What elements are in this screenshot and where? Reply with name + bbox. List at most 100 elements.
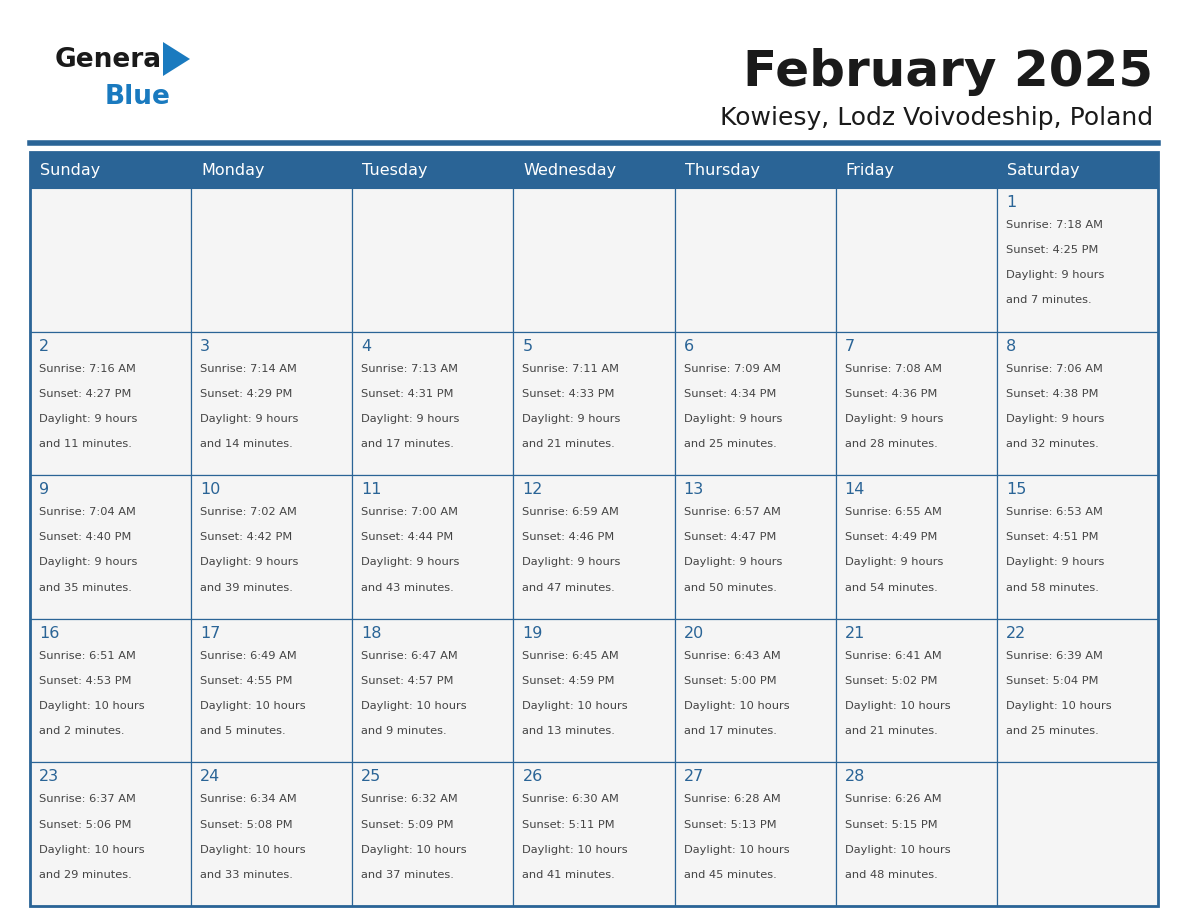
Text: Daylight: 9 hours: Daylight: 9 hours (683, 557, 782, 567)
FancyBboxPatch shape (191, 331, 353, 476)
Text: Sunset: 4:55 PM: Sunset: 4:55 PM (200, 676, 292, 686)
Text: Sunrise: 6:57 AM: Sunrise: 6:57 AM (683, 508, 781, 517)
Text: and 41 minutes.: and 41 minutes. (523, 870, 615, 879)
Text: Sunrise: 7:08 AM: Sunrise: 7:08 AM (845, 364, 942, 374)
Text: and 9 minutes.: and 9 minutes. (361, 726, 447, 736)
Text: Sunset: 4:44 PM: Sunset: 4:44 PM (361, 532, 454, 543)
Text: Sunset: 4:49 PM: Sunset: 4:49 PM (845, 532, 937, 543)
Text: 5: 5 (523, 339, 532, 353)
FancyBboxPatch shape (835, 331, 997, 476)
Text: Daylight: 9 hours: Daylight: 9 hours (361, 414, 460, 424)
Text: Sunrise: 6:49 AM: Sunrise: 6:49 AM (200, 651, 297, 661)
Text: Daylight: 9 hours: Daylight: 9 hours (1006, 270, 1104, 280)
Text: Sunrise: 7:18 AM: Sunrise: 7:18 AM (1006, 220, 1102, 230)
Text: 27: 27 (683, 769, 703, 784)
Text: Daylight: 10 hours: Daylight: 10 hours (683, 845, 789, 855)
Text: Sunset: 4:46 PM: Sunset: 4:46 PM (523, 532, 614, 543)
Text: Sunset: 5:04 PM: Sunset: 5:04 PM (1006, 676, 1099, 686)
Text: Sunset: 4:27 PM: Sunset: 4:27 PM (39, 388, 132, 398)
Text: Daylight: 9 hours: Daylight: 9 hours (523, 557, 621, 567)
Text: Sunset: 5:02 PM: Sunset: 5:02 PM (845, 676, 937, 686)
FancyBboxPatch shape (191, 188, 353, 331)
FancyBboxPatch shape (997, 188, 1158, 331)
Text: Sunset: 4:47 PM: Sunset: 4:47 PM (683, 532, 776, 543)
Text: Daylight: 9 hours: Daylight: 9 hours (39, 414, 138, 424)
Text: Sunrise: 6:53 AM: Sunrise: 6:53 AM (1006, 508, 1102, 517)
Text: Sunrise: 6:47 AM: Sunrise: 6:47 AM (361, 651, 459, 661)
Text: Daylight: 9 hours: Daylight: 9 hours (1006, 557, 1104, 567)
FancyBboxPatch shape (835, 763, 997, 906)
FancyBboxPatch shape (675, 476, 835, 619)
Text: Sunrise: 6:41 AM: Sunrise: 6:41 AM (845, 651, 941, 661)
Text: Sunday: Sunday (40, 162, 100, 177)
Text: and 50 minutes.: and 50 minutes. (683, 583, 777, 593)
Text: Sunrise: 6:45 AM: Sunrise: 6:45 AM (523, 651, 619, 661)
Text: Daylight: 10 hours: Daylight: 10 hours (200, 701, 305, 711)
Text: Thursday: Thursday (684, 162, 759, 177)
Text: 14: 14 (845, 482, 865, 498)
Text: Daylight: 10 hours: Daylight: 10 hours (845, 845, 950, 855)
Text: Sunrise: 6:26 AM: Sunrise: 6:26 AM (845, 794, 941, 804)
Text: 15: 15 (1006, 482, 1026, 498)
Text: Daylight: 9 hours: Daylight: 9 hours (200, 557, 298, 567)
Text: Daylight: 9 hours: Daylight: 9 hours (200, 414, 298, 424)
Text: and 58 minutes.: and 58 minutes. (1006, 583, 1099, 593)
Text: and 45 minutes.: and 45 minutes. (683, 870, 776, 879)
FancyBboxPatch shape (353, 476, 513, 619)
Text: Sunset: 5:09 PM: Sunset: 5:09 PM (361, 820, 454, 830)
Text: Sunrise: 6:34 AM: Sunrise: 6:34 AM (200, 794, 297, 804)
Text: Sunset: 4:36 PM: Sunset: 4:36 PM (845, 388, 937, 398)
FancyBboxPatch shape (513, 763, 675, 906)
Text: Daylight: 10 hours: Daylight: 10 hours (683, 701, 789, 711)
Text: 10: 10 (200, 482, 221, 498)
Text: and 11 minutes.: and 11 minutes. (39, 439, 132, 449)
Text: Sunrise: 6:43 AM: Sunrise: 6:43 AM (683, 651, 781, 661)
Polygon shape (163, 42, 190, 76)
Text: Tuesday: Tuesday (362, 162, 428, 177)
Text: Sunrise: 7:04 AM: Sunrise: 7:04 AM (39, 508, 135, 517)
Text: February 2025: February 2025 (742, 48, 1154, 96)
Text: 22: 22 (1006, 626, 1026, 641)
FancyBboxPatch shape (353, 763, 513, 906)
Text: Sunset: 4:38 PM: Sunset: 4:38 PM (1006, 388, 1099, 398)
Text: Sunset: 5:08 PM: Sunset: 5:08 PM (200, 820, 292, 830)
Text: Daylight: 9 hours: Daylight: 9 hours (683, 414, 782, 424)
Text: Sunrise: 7:06 AM: Sunrise: 7:06 AM (1006, 364, 1102, 374)
Text: Sunrise: 6:32 AM: Sunrise: 6:32 AM (361, 794, 459, 804)
Text: 2: 2 (39, 339, 49, 353)
FancyBboxPatch shape (30, 619, 191, 763)
Text: Sunrise: 6:30 AM: Sunrise: 6:30 AM (523, 794, 619, 804)
Text: and 25 minutes.: and 25 minutes. (1006, 726, 1099, 736)
Text: Wednesday: Wednesday (524, 162, 617, 177)
FancyBboxPatch shape (191, 476, 353, 619)
Text: and 29 minutes.: and 29 minutes. (39, 870, 132, 879)
Text: Sunset: 4:33 PM: Sunset: 4:33 PM (523, 388, 615, 398)
Text: 23: 23 (39, 769, 59, 784)
Text: Daylight: 9 hours: Daylight: 9 hours (39, 557, 138, 567)
Text: Daylight: 10 hours: Daylight: 10 hours (361, 845, 467, 855)
Text: and 43 minutes.: and 43 minutes. (361, 583, 454, 593)
Text: Sunrise: 6:39 AM: Sunrise: 6:39 AM (1006, 651, 1102, 661)
Text: Sunset: 4:42 PM: Sunset: 4:42 PM (200, 532, 292, 543)
Text: Daylight: 9 hours: Daylight: 9 hours (1006, 414, 1104, 424)
Text: and 32 minutes.: and 32 minutes. (1006, 439, 1099, 449)
Text: Daylight: 10 hours: Daylight: 10 hours (523, 701, 628, 711)
Text: and 48 minutes.: and 48 minutes. (845, 870, 937, 879)
Text: Sunset: 4:25 PM: Sunset: 4:25 PM (1006, 245, 1098, 255)
Text: Sunset: 5:00 PM: Sunset: 5:00 PM (683, 676, 776, 686)
Text: and 2 minutes.: and 2 minutes. (39, 726, 125, 736)
FancyBboxPatch shape (353, 619, 513, 763)
Text: Daylight: 9 hours: Daylight: 9 hours (523, 414, 621, 424)
Text: 26: 26 (523, 769, 543, 784)
Text: Daylight: 10 hours: Daylight: 10 hours (523, 845, 628, 855)
Text: and 37 minutes.: and 37 minutes. (361, 870, 454, 879)
Text: 24: 24 (200, 769, 221, 784)
Text: 8: 8 (1006, 339, 1016, 353)
FancyBboxPatch shape (997, 619, 1158, 763)
FancyBboxPatch shape (30, 476, 191, 619)
Text: Sunrise: 7:13 AM: Sunrise: 7:13 AM (361, 364, 459, 374)
Text: Sunrise: 6:28 AM: Sunrise: 6:28 AM (683, 794, 781, 804)
Text: and 7 minutes.: and 7 minutes. (1006, 296, 1092, 306)
FancyBboxPatch shape (513, 476, 675, 619)
Text: Sunrise: 7:11 AM: Sunrise: 7:11 AM (523, 364, 619, 374)
